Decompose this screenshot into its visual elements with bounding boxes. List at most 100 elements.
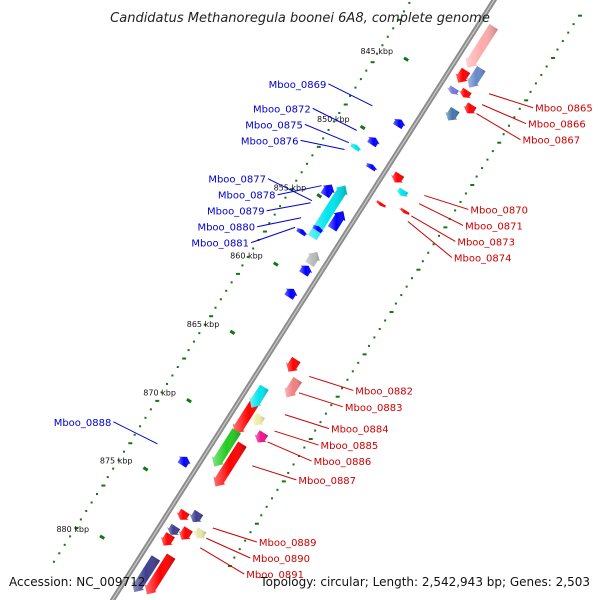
gc-dot-forward — [443, 226, 448, 229]
ruler-tick — [142, 466, 149, 472]
gc-dot-reverse — [349, 95, 352, 98]
gc-dot-reverse — [63, 543, 66, 546]
gc-dot-reverse — [241, 264, 244, 267]
gc-dot-forward — [244, 539, 247, 542]
gc-dot-reverse — [95, 493, 98, 496]
gene-arrow-mboo_0866-shade — [459, 87, 472, 98]
ruler-tick — [99, 534, 106, 540]
backbone-highlight — [111, 0, 495, 600]
gc-dot-forward — [324, 412, 327, 415]
gene-arrow-mboo_0884-shade — [249, 384, 269, 408]
gene-label-mboo_0891: Mboo_0891 — [246, 570, 304, 581]
gc-dot-reverse — [155, 399, 160, 402]
gc-dot-reverse — [376, 52, 379, 55]
gc-dot-reverse — [306, 162, 309, 165]
ruler-label: 865 kbp — [187, 320, 220, 329]
gc-dot-forward — [486, 158, 489, 161]
ruler-tick — [272, 261, 279, 267]
gc-dot-forward — [411, 277, 414, 280]
gc-dot-reverse — [354, 86, 357, 89]
gc-dot-forward — [308, 438, 313, 441]
gc-dot-forward — [281, 480, 286, 483]
gc-dot-forward — [378, 327, 381, 330]
gc-dot-forward — [405, 285, 408, 288]
leader-line — [267, 178, 313, 202]
ruler-tick — [229, 329, 236, 335]
feature-arrow-shade — [178, 526, 193, 540]
gc-dot-forward — [254, 522, 259, 525]
gene-label-mboo_0886: Mboo_0886 — [314, 457, 372, 468]
gc-dot-reverse — [279, 205, 282, 208]
gc-dot-reverse — [112, 467, 115, 470]
gene-arrow-mboo_0874-shade — [374, 200, 387, 209]
gc-dot-forward — [238, 548, 241, 551]
ruler-tick — [359, 124, 366, 131]
gc-dot-forward — [513, 116, 516, 119]
gc-dot-reverse — [392, 27, 395, 30]
gene-arrow-mboo_0881-shade — [296, 227, 308, 237]
gene-label-mboo_0890: Mboo_0890 — [252, 554, 310, 565]
gene-label-mboo_0872: Mboo_0872 — [253, 104, 311, 115]
gc-dot-reverse — [133, 433, 136, 436]
gene-label-mboo_0882: Mboo_0882 — [355, 386, 413, 397]
gc-dot-forward — [384, 319, 387, 322]
gene-label-mboo_0873: Mboo_0873 — [457, 237, 515, 248]
gc-dot-reverse — [408, 1, 411, 4]
gc-dot-forward — [432, 243, 435, 246]
gc-dot-reverse — [69, 535, 72, 538]
gene-arrow-mboo_0869-shade — [393, 118, 406, 130]
gc-dot-forward — [551, 57, 556, 60]
gc-dot-forward — [335, 395, 340, 398]
gene-arrow-mboo_0889-shade — [189, 509, 204, 523]
gc-dot-forward — [524, 99, 529, 102]
backbone — [109, 0, 498, 600]
gene-arrow-mboo_0878-shade — [320, 184, 335, 199]
leader-line — [277, 185, 322, 196]
gc-dot-reverse — [338, 111, 341, 114]
gc-dot-forward — [421, 260, 424, 263]
gc-dot-forward — [394, 302, 397, 305]
ruler-label: 875 kbp — [100, 457, 133, 466]
gc-dot-forward — [529, 90, 532, 93]
feature-arrow-shade — [132, 555, 161, 593]
leader-line — [212, 527, 258, 543]
feature-arrow-shade — [305, 252, 320, 267]
gc-dot-forward — [491, 150, 494, 153]
gene-label-mboo_0884: Mboo_0884 — [331, 425, 389, 436]
gc-dot-forward — [303, 446, 306, 449]
gc-dot-reverse — [176, 366, 179, 369]
leader-line — [298, 392, 344, 408]
gc-dot-forward — [287, 471, 290, 474]
gc-dot-forward — [540, 73, 543, 76]
leader-line — [476, 113, 521, 141]
gc-dot-forward — [534, 82, 537, 85]
accession-text: Accession: NC_009712 — [9, 575, 145, 589]
ruler-tick — [403, 56, 410, 62]
leader-line — [300, 139, 345, 150]
gene-arrow-mboo_0880-shade — [312, 224, 324, 234]
ruler: 845 kbp 850 kbp 855 kbp 860 kbp 865 kbp 870 k… — [56, 47, 410, 540]
gc-dot-forward — [389, 311, 394, 314]
gc-dot-forward — [481, 167, 484, 170]
gc-dot-forward — [545, 65, 548, 68]
gc-dot-reverse — [246, 255, 249, 258]
gene-arrow-mboo_0891-shade — [167, 523, 181, 535]
gc-dot-reverse — [209, 315, 214, 318]
ruler-tick — [186, 398, 192, 404]
gc-dot-reverse — [192, 340, 195, 343]
ruler-label: 845 kbp — [360, 47, 393, 56]
leader-line — [411, 215, 456, 242]
ruler-tick — [316, 193, 323, 199]
gc-dot-forward — [373, 336, 376, 339]
gc-dot-forward — [416, 268, 421, 271]
gene-label-mboo_0877: Mboo_0877 — [208, 175, 266, 186]
leader-line — [328, 83, 373, 107]
gc-dot-reverse — [284, 196, 287, 199]
gc-dot-reverse — [106, 476, 109, 479]
gc-dot-forward — [518, 107, 521, 110]
gc-dot-forward — [260, 514, 263, 517]
gc-dot-reverse — [139, 425, 142, 428]
gc-dot-forward — [362, 353, 367, 356]
ruler-label: 855 kbp — [274, 183, 307, 192]
